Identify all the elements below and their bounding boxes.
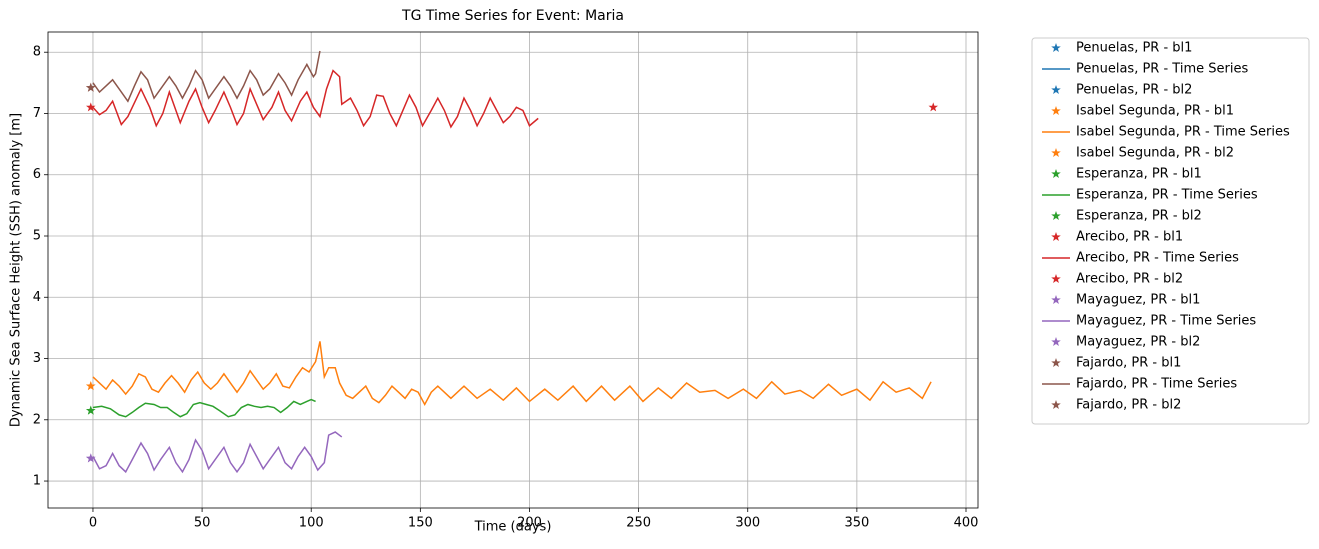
legend-star xyxy=(1051,295,1061,305)
y-tick-label: 8 xyxy=(33,45,41,60)
legend-label: Fajardo, PR - bl1 xyxy=(1076,356,1181,371)
y-tick-label: 7 xyxy=(33,106,41,121)
star-marker xyxy=(86,405,96,415)
legend-label: Arecibo, PR - bl2 xyxy=(1076,272,1183,287)
legend-star xyxy=(1051,85,1061,95)
x-tick-label: 0 xyxy=(89,516,97,531)
star-marker xyxy=(86,102,96,112)
y-tick-label: 4 xyxy=(33,290,41,305)
y-tick-label: 3 xyxy=(33,351,41,366)
star-marker xyxy=(928,102,939,112)
legend-star xyxy=(1051,43,1061,53)
star-marker xyxy=(86,453,96,463)
legend-star xyxy=(1051,337,1061,347)
plot-frame xyxy=(47,31,979,509)
star-marker xyxy=(86,381,96,391)
legend-label: Esperanza, PR - bl2 xyxy=(1076,209,1202,224)
legend-label: Fajardo, PR - bl2 xyxy=(1076,398,1181,413)
x-tick-label: 200 xyxy=(517,516,542,531)
x-tick-label: 150 xyxy=(408,516,433,531)
legend-label: Isabel Segunda, PR - Time Series xyxy=(1076,125,1290,140)
legend-label: Esperanza, PR - bl1 xyxy=(1076,167,1202,182)
legend-star xyxy=(1051,232,1061,242)
legend-label: Mayaguez, PR - bl2 xyxy=(1076,335,1200,350)
x-tick-label: 50 xyxy=(194,516,211,531)
series-line xyxy=(92,341,932,407)
legend-label: Fajardo, PR - Time Series xyxy=(1076,377,1237,392)
series-line xyxy=(92,398,316,418)
x-tick-label: 300 xyxy=(735,516,760,531)
x-tick-label: 250 xyxy=(626,516,651,531)
legend-label: Arecibo, PR - bl1 xyxy=(1076,230,1183,245)
x-tick-label: 350 xyxy=(844,516,869,531)
legend-label: Arecibo, PR - Time Series xyxy=(1076,251,1239,266)
legend-label: Isabel Segunda, PR - bl1 xyxy=(1076,104,1234,119)
x-tick-label: 100 xyxy=(299,516,324,531)
legend-star xyxy=(1051,169,1061,179)
legend-label: Penuelas, PR - bl1 xyxy=(1076,41,1192,56)
legend-star xyxy=(1051,106,1061,116)
y-tick-label: 2 xyxy=(33,412,41,427)
chart-title: TG Time Series for Event: Maria xyxy=(401,8,624,24)
legend-box xyxy=(1031,37,1310,425)
legend-label: Esperanza, PR - Time Series xyxy=(1076,188,1258,203)
legend: Penuelas, PR - bl1 Penuelas, PR - Time Se… xyxy=(1031,37,1310,425)
legend-star xyxy=(1051,274,1061,284)
series-line xyxy=(92,50,321,103)
legend-star xyxy=(1051,148,1061,158)
y-axis-label: Dynamic Sea Surface Height (SSH) anomaly… xyxy=(9,113,24,427)
legend-star xyxy=(1051,211,1061,221)
series-line xyxy=(92,431,343,474)
y-tick-label: 1 xyxy=(33,474,41,489)
y-tick-label: 6 xyxy=(33,167,41,182)
legend-label: Mayaguez, PR - bl1 xyxy=(1076,293,1200,308)
star-marker xyxy=(86,82,96,92)
legend-label: Penuelas, PR - bl2 xyxy=(1076,83,1192,98)
series-line xyxy=(92,69,539,129)
legend-star xyxy=(1051,400,1061,410)
legend-label: Penuelas, PR - Time Series xyxy=(1076,62,1248,77)
y-tick-label: 5 xyxy=(33,229,41,244)
legend-star xyxy=(1051,358,1061,368)
x-axis-label: Time (days) xyxy=(474,520,552,535)
legend-label: Isabel Segunda, PR - bl2 xyxy=(1076,146,1234,161)
legend-label: Mayaguez, PR - Time Series xyxy=(1076,314,1256,329)
x-tick-label: 400 xyxy=(954,516,979,531)
